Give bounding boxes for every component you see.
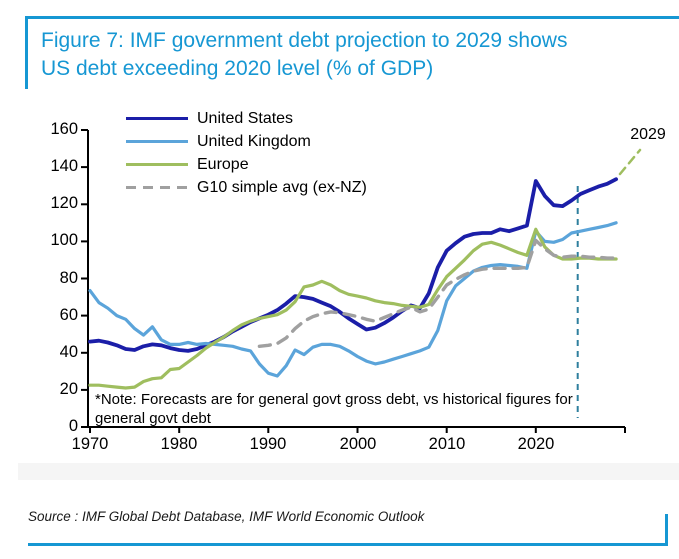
- end-year-label: 2029: [630, 126, 666, 143]
- y-tick-label: 80: [59, 269, 78, 287]
- legend-swatch-united-states: [126, 116, 188, 121]
- x-tick-label: 2000: [339, 435, 377, 453]
- accent-rule-right: [665, 514, 668, 546]
- y-tick-label: 160: [50, 120, 78, 138]
- legend-item-g10-simple-avg-ex-nz: G10 simple avg (ex-NZ): [126, 176, 367, 199]
- y-tick-label: 140: [50, 157, 78, 175]
- legend-item-united-kingdom: United Kingdom: [126, 130, 367, 153]
- legend-label: United States: [197, 109, 294, 127]
- legend-item-united-states: United States: [126, 107, 367, 130]
- y-tick-label: 60: [59, 306, 78, 324]
- chart-note: *Note: Forecasts are for general govt gr…: [95, 391, 655, 428]
- y-tick-label: 100: [50, 231, 78, 249]
- y-tick-label: 40: [59, 343, 78, 361]
- x-tick-label: 1980: [160, 435, 198, 453]
- legend-swatch-g10-simple-avg-ex-nz: [126, 185, 188, 190]
- y-tick-label: 20: [59, 380, 78, 398]
- separator-band: [18, 463, 679, 480]
- figure-title-line2: US debt exceeding 2020 level (% of GDP): [41, 57, 434, 80]
- y-tick-label: 120: [50, 194, 78, 212]
- chart-legend: United States United Kingdom Europe G10 sim…: [126, 107, 367, 199]
- legend-swatch-europe: [126, 162, 188, 167]
- legend-item-europe: Europe: [126, 153, 367, 176]
- x-tick-label: 1970: [71, 435, 109, 453]
- legend-label: Europe: [197, 155, 249, 173]
- series-line-united-states: [88, 177, 618, 353]
- series-line-united-kingdom: [88, 221, 618, 378]
- chart-note-line1: *Note: Forecasts are for general govt gr…: [95, 391, 573, 408]
- figure-title-line1: Figure 7: IMF government debt projection…: [41, 29, 568, 52]
- source-text: Source : IMF Global Debt Database, IMF W…: [28, 509, 425, 524]
- x-tick-label: 2020: [517, 435, 555, 453]
- legend-swatch-united-kingdom: [126, 139, 188, 144]
- x-tick-label: 2010: [428, 435, 466, 453]
- legend-label: G10 simple avg (ex-NZ): [197, 178, 367, 196]
- figure-title-block: Figure 7: IMF government debt projection…: [25, 16, 671, 89]
- accent-rule-bottom: [28, 543, 668, 546]
- x-tick-label: 1990: [249, 435, 287, 453]
- y-tick-label: 0: [68, 417, 78, 435]
- legend-label: United Kingdom: [197, 132, 311, 150]
- accent-rule-top: [25, 16, 679, 19]
- chart-note-line2: general govt debt: [95, 409, 211, 427]
- series-line-g10-simple-avg-ex-nz: [257, 238, 618, 348]
- end-label-leader: [618, 148, 642, 176]
- series-line-europe: [88, 227, 618, 390]
